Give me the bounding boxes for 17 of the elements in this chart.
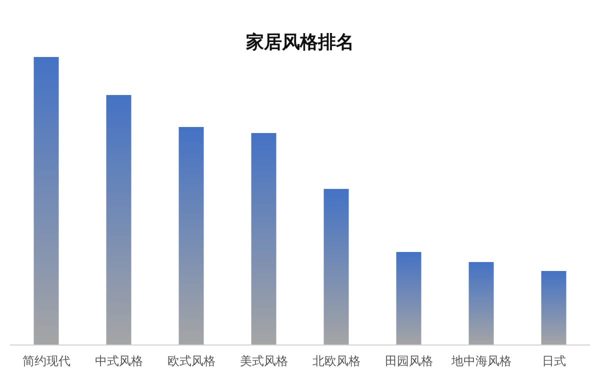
x-tick-label: 田园风格: [384, 354, 433, 368]
bar: [106, 95, 132, 345]
bar: [541, 270, 566, 345]
x-tick-label: 简约现代: [22, 354, 70, 368]
x-tick-label: 日式: [542, 354, 566, 368]
x-tick-label: 美式风格: [240, 354, 288, 368]
x-tick-label: 地中海风格: [450, 354, 512, 368]
bar: [324, 188, 349, 345]
x-tick-label: 中式风格: [94, 354, 143, 368]
bar: [34, 57, 59, 345]
bar: [178, 126, 204, 345]
bar: [468, 262, 494, 345]
x-tick-label: 北欧风格: [312, 354, 360, 368]
x-tick-label: 欧式风格: [167, 354, 216, 368]
bar: [396, 252, 422, 345]
chart-title: 家居风格排名: [245, 32, 354, 52]
bar: [251, 133, 276, 345]
